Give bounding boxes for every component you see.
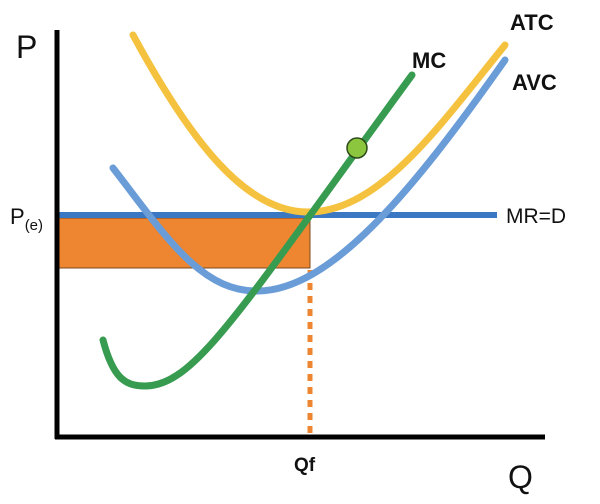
point-marker: [346, 137, 368, 159]
qf-label: Qf: [294, 455, 316, 476]
price-label: P(e): [10, 204, 43, 234]
mr-d-label: MR=D: [506, 205, 566, 228]
avc-label: AVC: [512, 70, 557, 95]
x-axis-label: Q: [508, 459, 533, 495]
avc-curve: [109, 56, 509, 295]
atc-curve: [129, 31, 509, 216]
mc-curve: [99, 71, 416, 390]
mc-label: MC: [412, 48, 446, 73]
atc-label: ATC: [510, 10, 554, 35]
y-axis-label: P: [16, 29, 37, 65]
